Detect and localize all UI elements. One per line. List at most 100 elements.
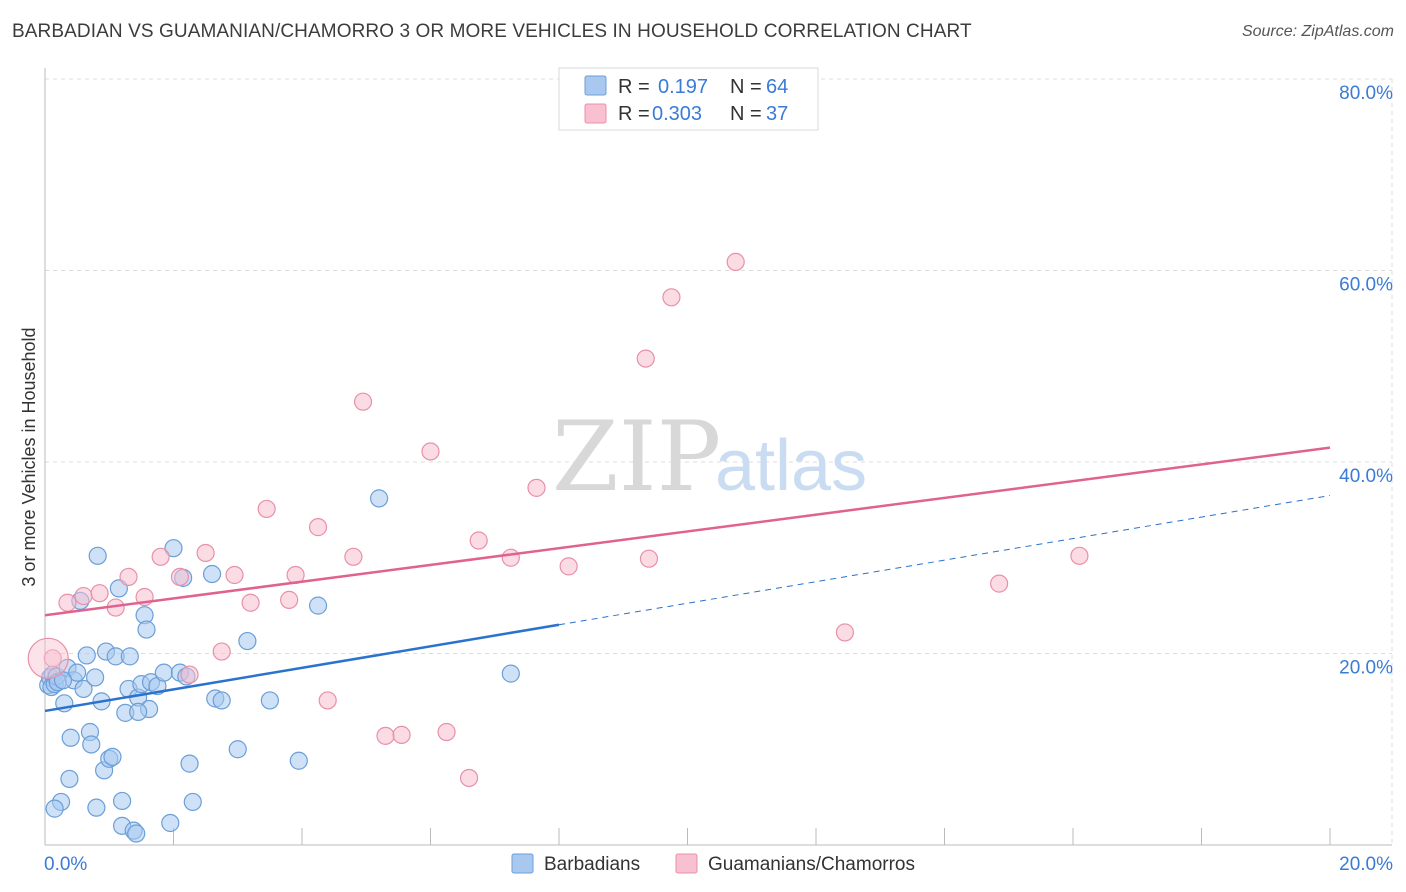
guamanian-point xyxy=(421,442,440,461)
guamanian-point xyxy=(662,288,681,307)
barbadian-point xyxy=(127,824,146,843)
guamanian-point xyxy=(180,665,199,684)
guamanian-point xyxy=(376,726,395,745)
barbadian-trend-line xyxy=(44,623,560,713)
guamanian-point xyxy=(726,252,745,271)
guamanian-point xyxy=(639,549,659,568)
barbadian-point xyxy=(154,663,173,682)
guamanian-point xyxy=(74,586,93,606)
barbadian-point xyxy=(45,799,64,818)
barbadian-point xyxy=(112,791,132,811)
barbadian-point xyxy=(137,620,156,639)
guamanian-point xyxy=(308,518,328,537)
y-tick-labels: 20.0% 40.0% 60.0% 80.0% xyxy=(1339,83,1393,679)
watermark-atlas: atlas xyxy=(715,426,867,506)
guamanian-point xyxy=(43,649,62,668)
chart-title: BARBADIAN VS GUAMANIAN/CHAMORRO 3 OR MOR… xyxy=(12,21,972,42)
barbadian-point xyxy=(308,596,328,615)
barbadian-point xyxy=(103,747,122,767)
barbadian-point xyxy=(60,769,79,789)
data-points xyxy=(27,252,1089,843)
x-tick-labels: 0.0% 20.0% xyxy=(44,854,1393,875)
barbadian-point xyxy=(88,546,107,565)
x-tick-label: 20.0% xyxy=(1339,854,1393,875)
bottom-legend-label-barbadians: Barbadians xyxy=(544,854,640,875)
guamanian-point xyxy=(119,567,138,587)
barbadian-point xyxy=(161,813,180,833)
y-tick-label: 40.0% xyxy=(1339,466,1393,487)
legend-r-label: R = xyxy=(618,103,650,125)
guamanian-point xyxy=(257,499,276,519)
guamanian-point xyxy=(151,547,170,566)
guamanian-point xyxy=(196,543,215,563)
barbadian-point xyxy=(86,668,105,687)
legend-n-label: N = xyxy=(730,76,762,98)
guamanian-point xyxy=(392,725,411,744)
guamanian-point xyxy=(318,691,337,710)
guamanian-point xyxy=(280,590,299,609)
guamanian-point xyxy=(501,548,520,567)
guamanian-point xyxy=(527,478,546,497)
guamanian-point xyxy=(636,349,655,368)
guamanian-point xyxy=(1070,546,1089,565)
guamanian-point xyxy=(225,565,244,585)
bottom-legend-swatch-barbadians xyxy=(511,853,534,874)
barbadian-point xyxy=(129,702,148,722)
y-tick-label: 60.0% xyxy=(1339,275,1393,296)
legend-n-label: N = xyxy=(730,103,762,125)
guamanian-point xyxy=(835,623,855,642)
y-tick-label: 80.0% xyxy=(1339,83,1393,104)
guamanian-point xyxy=(58,593,77,612)
x-tick-label: 0.0% xyxy=(44,854,87,875)
guamanian-trend-line xyxy=(44,446,1331,617)
trend-lines xyxy=(44,446,1331,713)
barbadian-point xyxy=(238,631,257,651)
barbadian-point xyxy=(228,740,247,759)
guamanian-point-large xyxy=(27,637,69,679)
barbadian-point xyxy=(289,751,308,770)
source-credit: Source: ZipAtlas.com xyxy=(1241,23,1394,40)
guamanian-point xyxy=(241,593,260,612)
barbadian-point xyxy=(164,539,183,558)
guamanian-point xyxy=(469,531,488,550)
bottom-legend: Barbadians Guamanians/Chamorros xyxy=(511,853,915,875)
barbadian-trend-line-extended xyxy=(558,495,1331,626)
legend-r-label: R = xyxy=(618,76,650,98)
barbadian-point xyxy=(74,679,93,699)
bottom-legend-swatch-guamanians xyxy=(675,853,698,874)
guamanian-point xyxy=(90,584,109,603)
barbadian-point xyxy=(180,754,199,773)
legend-swatch-barbadians xyxy=(584,75,607,96)
guamanian-point xyxy=(459,768,479,788)
barbadian-point xyxy=(370,489,389,508)
barbadian-point xyxy=(82,735,101,754)
watermark: ZIP atlas xyxy=(552,401,867,513)
legend-r-value: 0.303 xyxy=(652,103,702,125)
barbadian-point xyxy=(183,792,202,812)
legend-n-value: 37 xyxy=(766,103,788,125)
barbadian-point xyxy=(87,798,106,817)
guamanian-point xyxy=(559,557,578,576)
legend: R = 0.197 N = 64 R = 0.303 N = 37 xyxy=(558,67,819,131)
guamanian-point xyxy=(990,574,1009,593)
y-axis-label: 3 or more Vehicles in Household xyxy=(19,327,39,586)
legend-r-value: 0.197 xyxy=(658,76,708,98)
watermark-zip: ZIP xyxy=(552,401,721,513)
legend-n-value: 64 xyxy=(766,76,788,98)
guamanian-point xyxy=(344,547,363,566)
axes xyxy=(44,68,1392,846)
barbadian-point xyxy=(501,664,520,683)
barbadian-point xyxy=(260,691,279,710)
legend-swatch-guamanians xyxy=(584,103,607,124)
barbadian-point xyxy=(120,647,139,666)
barbadian-point xyxy=(212,691,231,710)
y-tick-label: 20.0% xyxy=(1339,658,1393,679)
guamanian-point xyxy=(353,392,373,411)
guamanian-point xyxy=(170,567,190,587)
bottom-legend-label-guamanians: Guamanians/Chamorros xyxy=(708,854,915,875)
barbadian-point xyxy=(77,646,96,665)
guamanian-point xyxy=(212,642,231,661)
guamanian-point xyxy=(437,722,456,742)
barbadian-point xyxy=(61,728,80,747)
